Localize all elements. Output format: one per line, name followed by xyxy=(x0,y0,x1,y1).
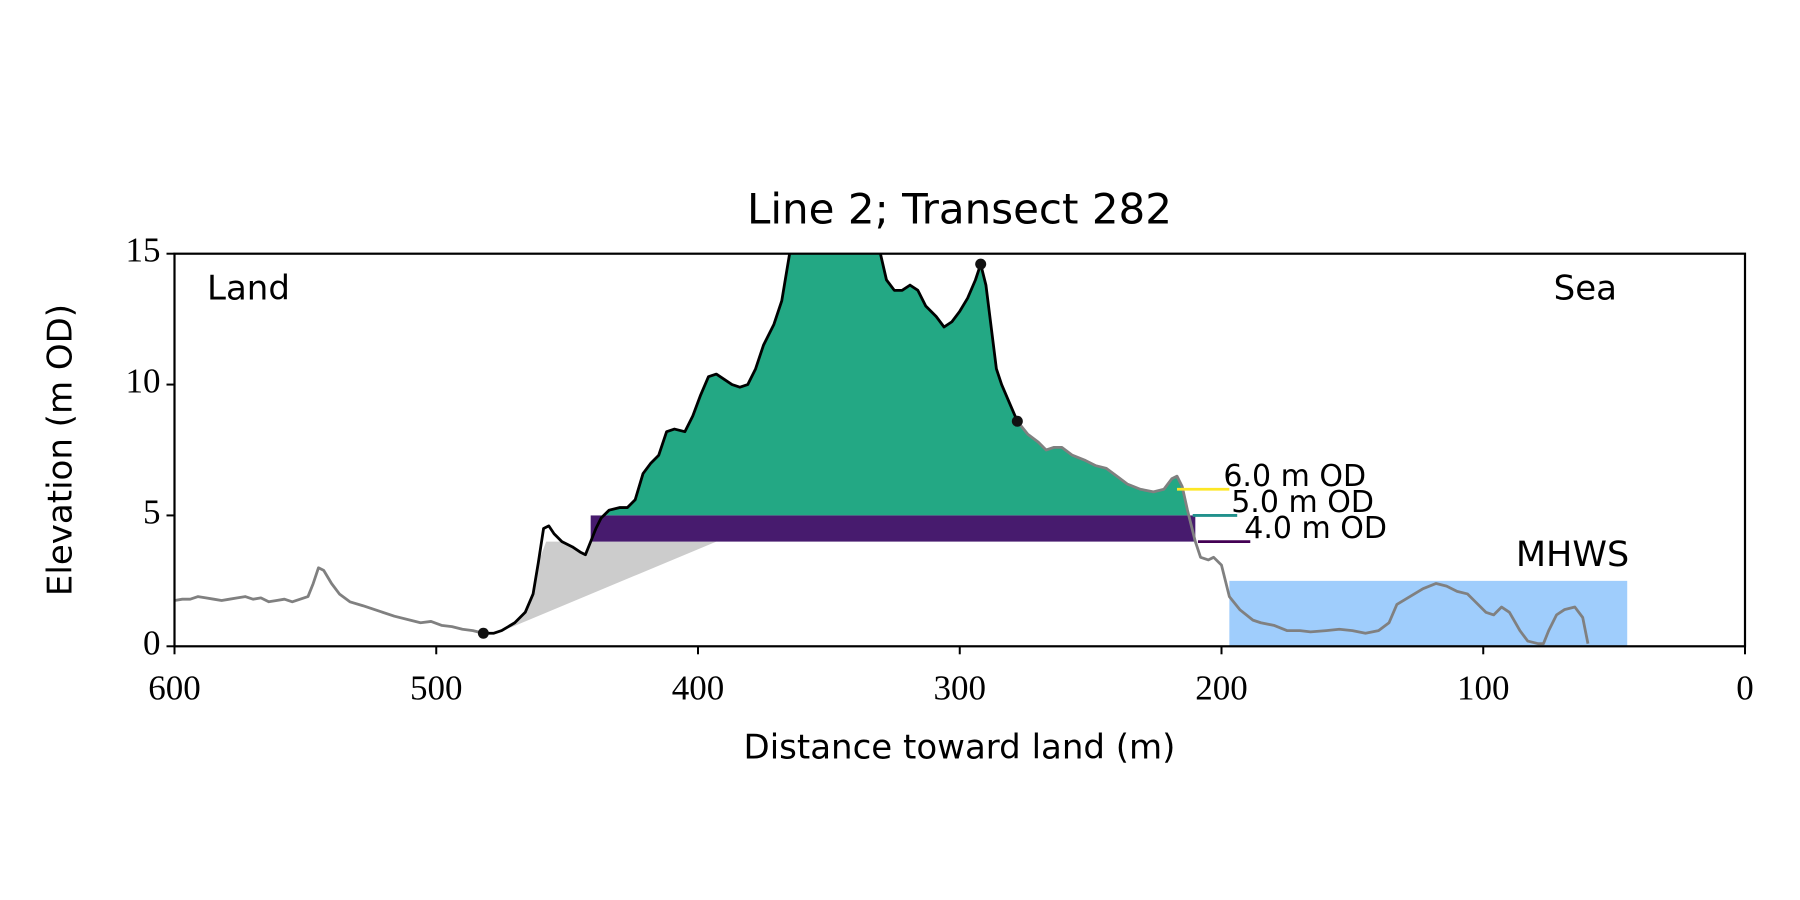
x-axis-label: Distance toward land (m) xyxy=(744,728,1176,768)
plot-area xyxy=(174,253,1628,647)
marker xyxy=(1011,415,1023,427)
x-tick-label: 300 xyxy=(934,668,987,707)
y-tick-label: 0 xyxy=(143,623,161,662)
volume-area xyxy=(603,253,1191,516)
level-label: 5.0 m OD xyxy=(1231,485,1374,520)
mhws-area xyxy=(1229,580,1628,647)
profile-line xyxy=(174,420,1590,646)
chart-title: Line 2; Transect 282 xyxy=(747,185,1172,234)
wedge-area xyxy=(509,541,717,628)
x-tick-label: 600 xyxy=(148,668,201,707)
x-tick-label: 500 xyxy=(410,668,463,707)
level-label: 4.0 m OD xyxy=(1244,511,1387,546)
y-tick-label: 10 xyxy=(126,362,161,401)
profile-line xyxy=(483,253,1019,635)
level-label: 6.0 m OD xyxy=(1223,459,1366,494)
annotation-sea: Sea xyxy=(1554,269,1617,309)
band-area xyxy=(590,515,1196,542)
marker xyxy=(975,258,987,270)
marker xyxy=(477,627,489,639)
x-tick-label: 100 xyxy=(1457,668,1510,707)
x-tick-label: 400 xyxy=(672,668,725,707)
x-tick-label: 0 xyxy=(1736,668,1754,707)
y-tick-label: 15 xyxy=(126,231,161,270)
annotation-land: Land xyxy=(207,269,290,309)
y-axis-label: Elevation (m OD) xyxy=(41,304,81,596)
mhws-label: MHWS xyxy=(1516,535,1629,575)
x-tick-label: 200 xyxy=(1195,668,1248,707)
y-tick-label: 5 xyxy=(143,492,161,531)
